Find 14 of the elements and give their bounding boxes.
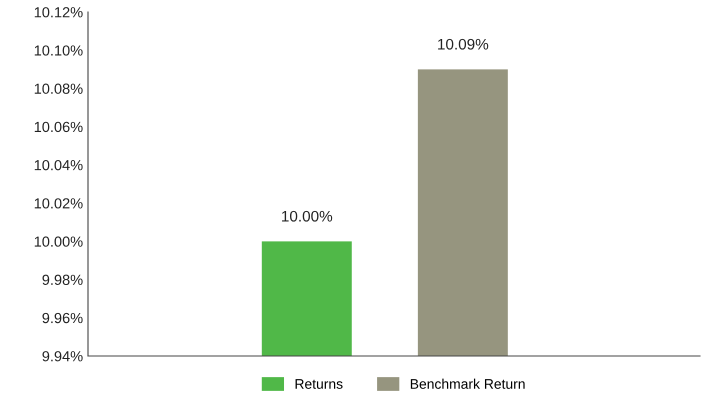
y-tick-label: 10.12% [34, 7, 83, 18]
y-tick-label: 10.00% [34, 236, 83, 247]
data-label: 10.09% [438, 38, 488, 50]
y-tick-label: 10.10% [34, 45, 83, 56]
y-tick-label: 10.04% [34, 160, 83, 170]
y-tick-label: 9.94% [42, 351, 83, 362]
legend-label: Returns [296, 379, 343, 389]
legend-label: Benchmark Return [410, 378, 525, 389]
data-label: 10.00% [282, 210, 332, 222]
y-tick-label: 9.96% [42, 312, 83, 324]
y-tick-label: 10.08% [34, 84, 83, 94]
y-tick-label: 10.06% [34, 122, 83, 132]
y-tick-label: 9.98% [42, 274, 83, 285]
y-tick-label: 10.02% [34, 198, 83, 209]
